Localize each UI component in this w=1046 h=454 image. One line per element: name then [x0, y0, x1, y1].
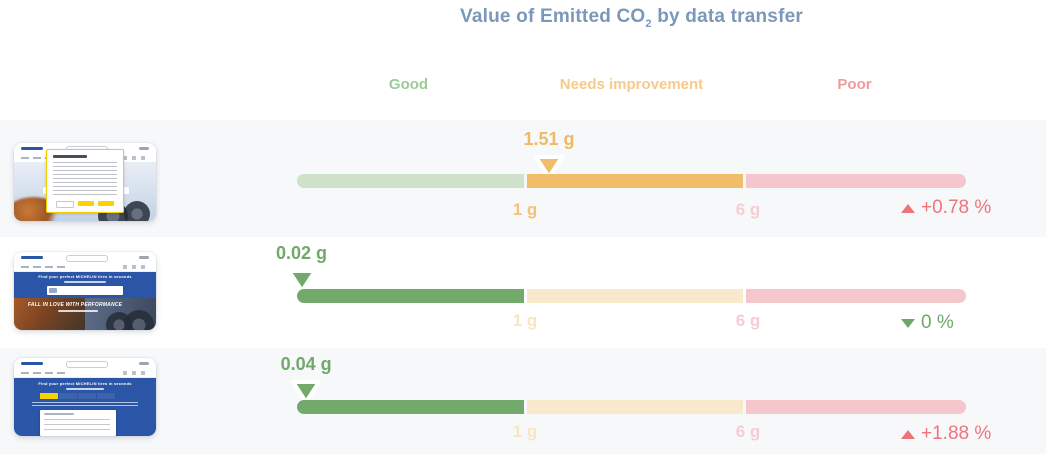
thumb-nav-icons — [123, 371, 149, 375]
thumb-hero-subheading — [64, 281, 106, 283]
zone-header-good: Good — [388, 76, 429, 93]
thumb-nav-bar — [14, 263, 156, 272]
title-text: Value of Emitted CO — [460, 6, 646, 27]
threshold-label-6g: 6 g — [735, 200, 761, 219]
thumb-nav-links — [21, 372, 69, 374]
table-row: 1.51 g 1 g 6 g +0.78 % — [0, 120, 1046, 237]
trend-percent: 0 % — [921, 312, 954, 333]
thumb-paragraph — [32, 402, 138, 407]
segment-poor — [746, 289, 966, 303]
threshold-label-6g: 6 g — [735, 311, 761, 330]
cookie-settings-button — [78, 201, 94, 206]
thumb-hero-heading: Find your perfect MICHELIN tires in seco… — [38, 274, 132, 279]
cookie-accept-button — [98, 201, 114, 206]
value-marker-icon — [285, 267, 319, 295]
thumb-nav-bar — [14, 369, 156, 378]
thumb-nav-links — [21, 266, 69, 268]
page-title: Value of Emitted CO2 by data transfer — [297, 6, 966, 30]
title-subscript: 2 — [645, 17, 652, 30]
thumb-menu — [139, 147, 149, 150]
zone-bar — [297, 400, 966, 414]
thumb-nav-links — [21, 157, 69, 159]
michelin-logo — [21, 362, 43, 365]
zone-header-needs-improvement: Needs improvement — [559, 76, 704, 93]
threshold-label-1g: 1 g — [512, 422, 538, 441]
segment-poor — [746, 400, 966, 414]
trend-percent: +0.78 % — [921, 197, 992, 218]
co2-value-label: 1.51 g — [523, 129, 575, 149]
thumb-tab-active — [40, 393, 58, 399]
thumb-dropdown-list — [44, 419, 110, 434]
tire-image — [106, 312, 132, 330]
page-thumbnail-tire-finder[interactable]: Find your perfect MICHELIN tires in seco… — [14, 358, 156, 436]
thumb-slogan-subline — [58, 310, 98, 312]
segment-good — [297, 289, 524, 303]
page-thumbnail-cookie-consent[interactable] — [14, 143, 156, 221]
trend-percent: +1.88 % — [921, 423, 992, 444]
thumb-tire-search-box — [47, 286, 123, 295]
value-marker-icon — [289, 378, 323, 406]
michelin-logo — [21, 147, 43, 150]
thumb-search-bar — [66, 255, 108, 262]
co2-value-label: 0.04 g — [280, 354, 332, 374]
thumb-blue-body: Find your perfect MICHELIN tires in seco… — [14, 378, 156, 436]
threshold-label-1g: 1 g — [512, 200, 538, 219]
thumb-search-tab — [49, 288, 57, 293]
thumb-tab — [97, 393, 115, 399]
thumb-nav-icons — [123, 156, 149, 160]
autumn-road-image — [14, 298, 85, 330]
thumb-tab — [59, 393, 77, 399]
segment-needs-improvement — [527, 289, 743, 303]
thumb-tab — [78, 393, 96, 399]
thumb-menu — [139, 362, 149, 365]
table-row: Find your perfect MICHELIN tires in seco… — [0, 348, 1046, 454]
zone-bar — [297, 289, 966, 303]
thumb-dropdown-panel — [40, 410, 116, 436]
value-marker-icon — [532, 153, 566, 181]
trend-indicator: 0 % — [901, 312, 954, 334]
threshold-label-6g: 6 g — [735, 422, 761, 441]
thumb-blue-hero: Find your perfect MICHELIN tires in seco… — [14, 272, 156, 298]
co2-value-label: 0.02 g — [276, 243, 328, 263]
zone-header-poor: Poor — [837, 76, 872, 93]
thumb-menu — [139, 256, 149, 259]
title-text-suffix: by data transfer — [651, 6, 803, 27]
thumb-hero-subheading — [66, 388, 104, 390]
trend-arrow-icon — [901, 203, 915, 213]
trend-arrow-icon — [901, 318, 915, 328]
zone-headers: Good Needs improvement Poor — [297, 76, 966, 93]
tires-image — [85, 298, 156, 330]
thumb-nav-icons — [123, 265, 149, 269]
segment-poor — [746, 174, 966, 188]
segment-good — [297, 400, 524, 414]
thumb-browser-header — [14, 252, 156, 263]
trend-arrow-icon — [901, 429, 915, 439]
cookie-consent-dialog — [46, 149, 124, 213]
threshold-label-1g: 1 g — [512, 311, 538, 330]
segment-needs-improvement — [527, 174, 743, 188]
trend-indicator: +0.78 % — [901, 197, 991, 219]
segment-good — [297, 174, 524, 188]
thumb-dropdown-search — [44, 413, 74, 415]
thumb-slogan: FALL IN LOVE WITH PERFORMANCE — [27, 302, 123, 308]
thumb-tabs — [40, 393, 115, 399]
cookie-decline-button — [56, 201, 74, 208]
table-row: Find your perfect MICHELIN tires in seco… — [0, 237, 1046, 348]
trend-indicator: +1.88 % — [901, 423, 991, 445]
zone-bar — [297, 174, 966, 188]
michelin-logo — [21, 256, 43, 259]
page-thumbnail-homepage[interactable]: Find your perfect MICHELIN tires in seco… — [14, 252, 156, 330]
segment-needs-improvement — [527, 400, 743, 414]
cookie-dialog-text — [53, 162, 117, 198]
tire-image — [124, 201, 150, 221]
cookie-dialog-title — [53, 155, 87, 158]
thumb-browser-header — [14, 358, 156, 369]
thumb-hero-image — [14, 298, 156, 330]
cookie-dialog-buttons — [53, 201, 117, 208]
thumb-search-bar — [66, 361, 108, 368]
thumb-hero-heading: Find your perfect MICHELIN tires in seco… — [38, 381, 132, 386]
